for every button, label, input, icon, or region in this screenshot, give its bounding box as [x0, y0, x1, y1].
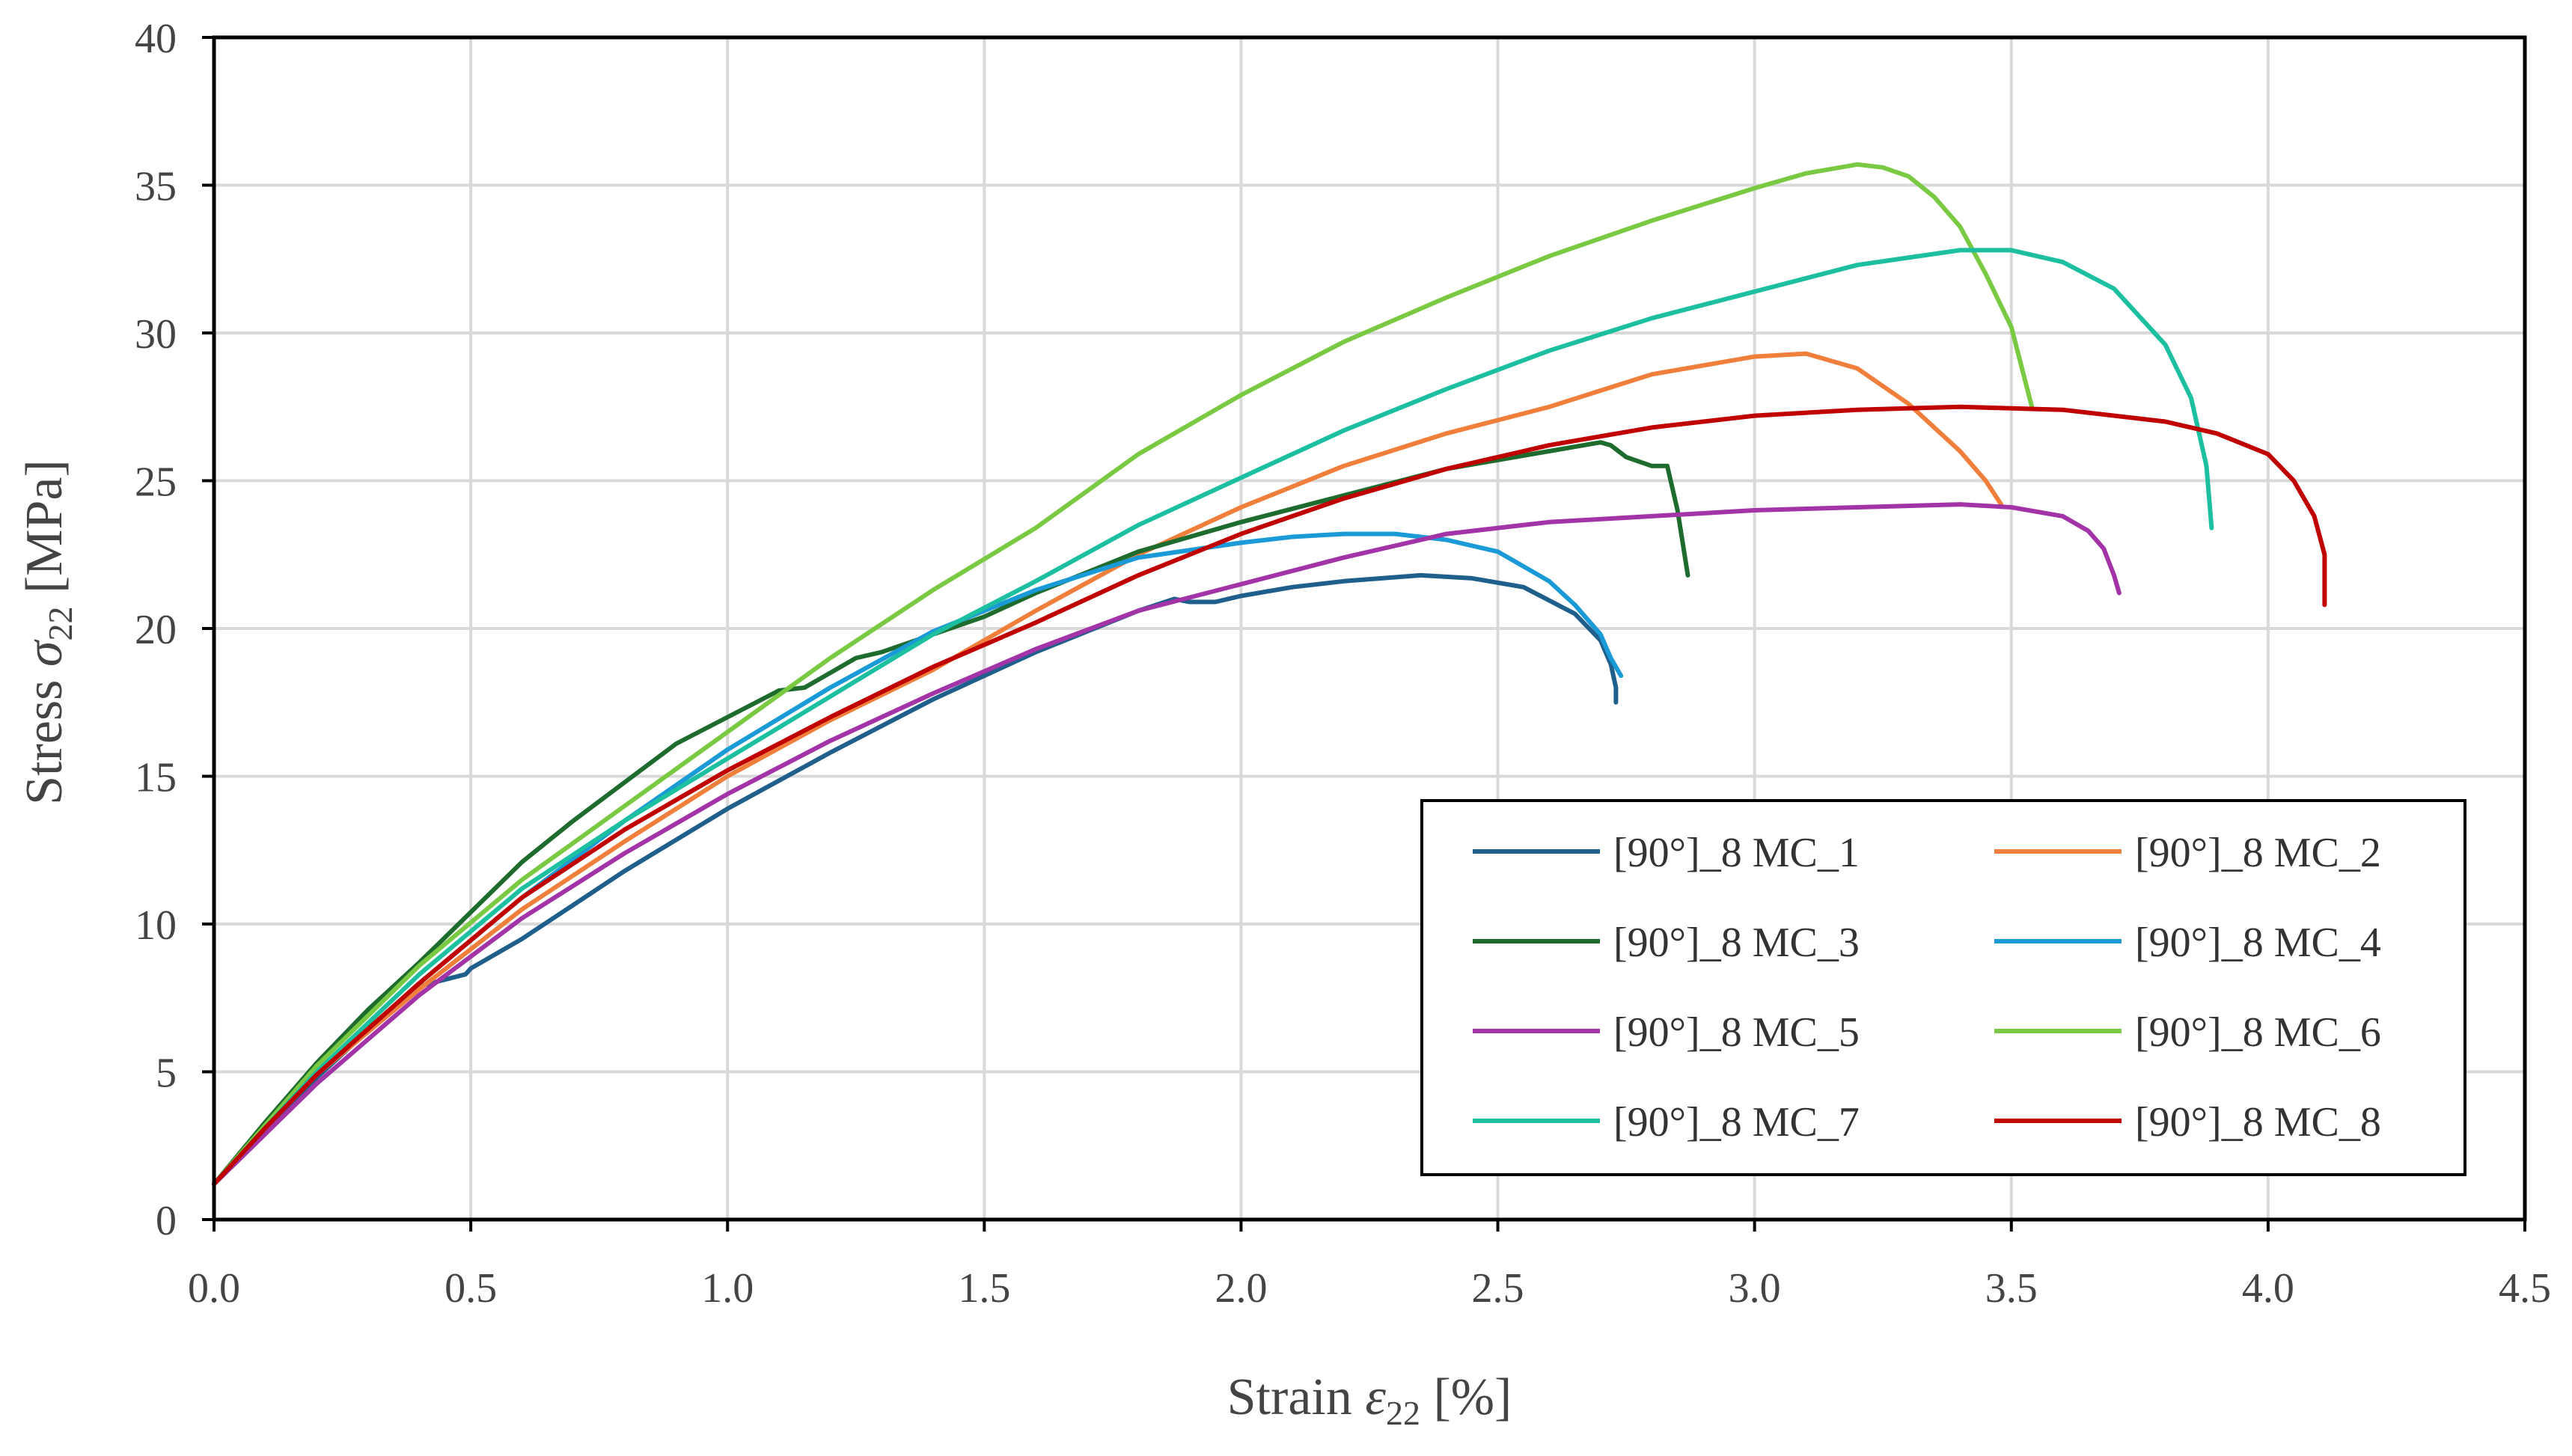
y-tick-label: 5 — [156, 1050, 177, 1097]
series-line-7 — [212, 248, 2214, 1187]
x-tick-label: 0.5 — [445, 1265, 497, 1312]
legend-label-2: [90°]_8 MC_2 — [2135, 830, 2381, 876]
y-tick-label: 20 — [135, 607, 177, 653]
series-line-1 — [212, 572, 1619, 1187]
x-tick-labels: 0.0 0.5 1.0 1.5 2.0 2.5 3.0 3.5 4.0 4.5 — [188, 1220, 2551, 1312]
series-line-4 — [212, 531, 1624, 1187]
x-axis-title: Strain ε22 [%] — [1227, 1368, 1512, 1432]
x-tick-label: 1.5 — [958, 1265, 1010, 1312]
legend-label-6: [90°]_8 MC_6 — [2135, 1009, 2381, 1056]
legend-label-8: [90°]_8 MC_8 — [2135, 1099, 2381, 1145]
legend-box — [1420, 799, 2466, 1176]
y-tick-label: 25 — [135, 459, 177, 506]
y-tick-label: 15 — [135, 755, 177, 801]
series-line-6 — [212, 162, 2035, 1187]
legend-label-1: [90°]_8 MC_1 — [1613, 830, 1860, 876]
x-tick-label: 3.0 — [1729, 1265, 1781, 1312]
x-tick-label: 3.5 — [1985, 1265, 2038, 1312]
x-tick-label: 4.5 — [2499, 1265, 2551, 1312]
series-line-8 — [212, 404, 2327, 1187]
y-tick-labels: 0 5 10 15 20 25 30 35 40 — [135, 16, 214, 1244]
y-axis-title: Stress σ22 [MPa] — [16, 459, 79, 805]
series-line-3 — [212, 440, 1690, 1187]
y-tick-label: 30 — [135, 311, 177, 358]
series-line-2 — [212, 351, 2004, 1187]
series-lines — [212, 162, 2327, 1187]
x-tick-label: 4.0 — [2242, 1265, 2294, 1312]
legend-label-5: [90°]_8 MC_5 — [1613, 1009, 1860, 1056]
y-tick-label: 35 — [135, 164, 177, 210]
legend: [90°]_8 MC_1 [90°]_8 MC_2 [90°]_8 MC_3 [90°… — [1420, 799, 2466, 1176]
legend-label-3: [90°]_8 MC_3 — [1613, 920, 1860, 966]
legend-label-7: [90°]_8 MC_7 — [1613, 1099, 1860, 1145]
y-tick-label: 0 — [156, 1198, 177, 1244]
y-tick-label: 40 — [135, 16, 177, 62]
legend-label-4: [90°]_8 MC_4 — [2135, 920, 2381, 966]
x-tick-label: 2.5 — [1472, 1265, 1524, 1312]
series-line-5 — [212, 502, 2122, 1187]
y-tick-label: 10 — [135, 902, 177, 949]
x-tick-label: 0.0 — [188, 1265, 240, 1312]
x-tick-label: 2.0 — [1215, 1265, 1267, 1312]
x-tick-label: 1.0 — [701, 1265, 754, 1312]
